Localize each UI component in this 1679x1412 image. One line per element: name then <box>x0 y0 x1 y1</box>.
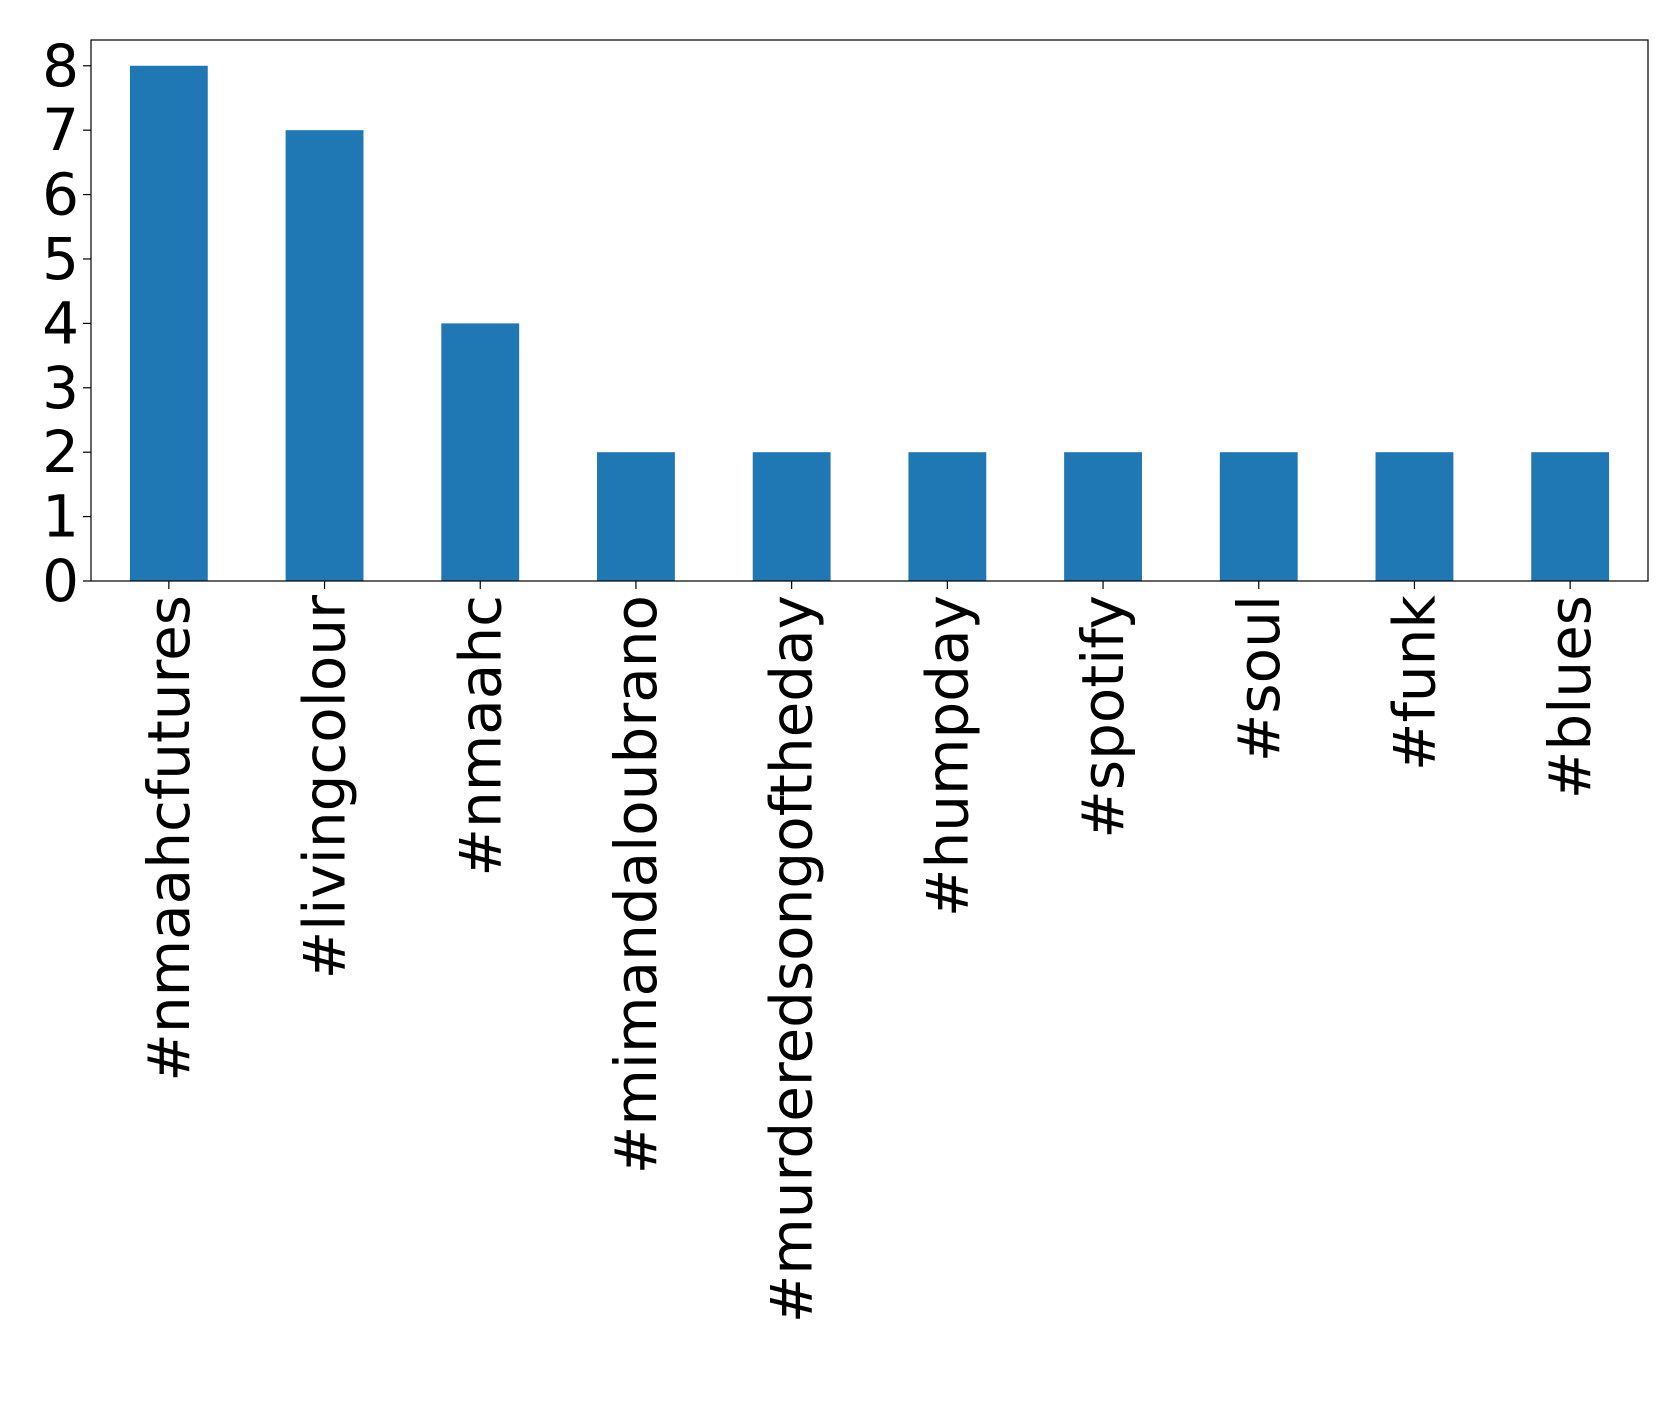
y-tick-label: 3 <box>42 354 79 422</box>
y-tick-label: 6 <box>42 161 79 229</box>
y-tick-label: 1 <box>42 483 79 551</box>
plot-frame <box>90 39 1649 582</box>
x-tick-label: #murderedsongoftheday <box>758 595 826 1323</box>
x-tick-label: #soul <box>1225 595 1293 762</box>
bar <box>1064 452 1142 581</box>
y-tick-label: 8 <box>42 32 79 100</box>
bar <box>908 452 987 581</box>
y-tick-label: 7 <box>42 96 79 164</box>
x-tick-label: #funk <box>1380 595 1448 772</box>
bar <box>441 323 520 581</box>
y-tick-label: 5 <box>42 225 79 293</box>
y-tick-label: 4 <box>42 289 79 357</box>
bar <box>129 65 208 581</box>
x-tick-label: #blues <box>1536 595 1604 799</box>
bar <box>752 452 831 581</box>
y-tick-label: 0 <box>42 547 79 615</box>
x-tick-label: #spotify <box>1069 595 1137 839</box>
bar <box>1219 452 1298 581</box>
bar <box>597 452 675 581</box>
bar <box>1375 452 1454 581</box>
x-tick-label: #nmaahc <box>446 595 514 877</box>
bar <box>285 130 364 581</box>
x-tick-label: #mimandaloubrano <box>602 595 670 1174</box>
bar <box>1531 452 1610 581</box>
x-tick-label: #humpday <box>913 595 981 917</box>
y-tick-label: 2 <box>42 418 79 486</box>
x-tick-label: #livingcolour <box>291 595 359 980</box>
x-tick-label: #nmaahcfutures <box>135 595 203 1082</box>
